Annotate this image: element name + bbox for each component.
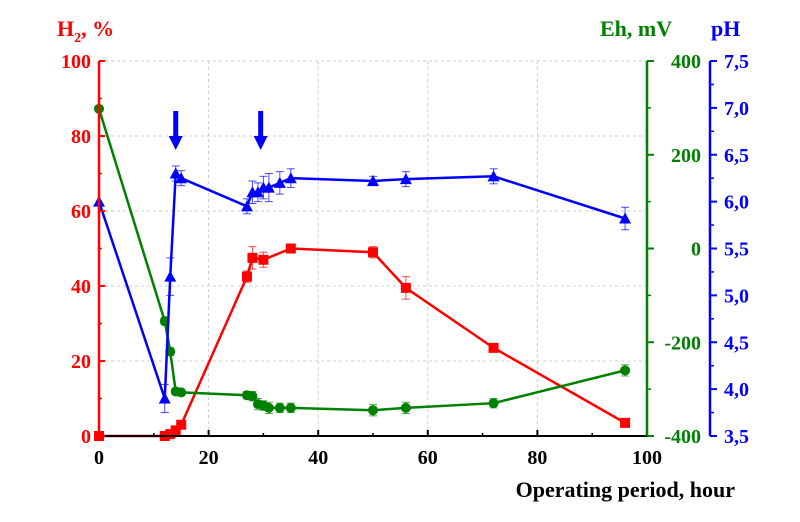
h2-tick-label: 40 [71,276,91,298]
ph-data-point [175,172,188,184]
series-layer [93,103,632,441]
ph-tick-label: 6,0 [724,192,749,214]
h2-axis-title-rest: , % [81,16,114,41]
ph-data-point [273,176,286,188]
h2-axis-title: H2, % [57,16,114,46]
h2-data-point [258,254,269,265]
ph-data-point [262,181,275,193]
ph-tick-label: 3,5 [724,426,749,448]
ph-data-point [240,200,253,212]
eh-data-point [263,402,274,413]
eh-series-line [97,108,626,412]
h2-data-point [400,282,411,293]
h2-data-point [176,419,187,430]
ph-data-point [164,270,177,282]
arrow-head [253,136,268,150]
x-tick-label: 60 [418,447,438,469]
axes-layer: 0 20 40 60 80 100020406080100-400-20002004003… [61,51,749,469]
ph-tick-label: 4,5 [724,332,749,354]
ph-tick-label: 7,5 [724,51,749,73]
eh-axis-title: Eh, mV [600,16,672,41]
eh-data-point [368,405,378,416]
eh-tick-label: 200 [671,145,701,167]
ph-data-point [487,170,500,182]
ph-data-point [158,392,171,404]
x-axis-title: Operating period, hour [516,477,736,502]
x-tick-label: 100 [632,447,662,469]
h2-data-point [247,252,258,263]
eh-data-point [176,387,187,398]
h2-data-point [241,271,252,282]
ph-tick-label: 5,0 [724,285,749,307]
h2-tick-label: 80 [71,126,91,148]
eh-tick-label: 400 [671,51,701,73]
h2-data-point [368,247,378,258]
h2-data-point [170,425,181,436]
h2-tick-label: 100 [61,51,91,73]
h2-tick-label: 60 [71,201,91,223]
h2-series-line [99,247,626,438]
ph-data-point [169,167,182,179]
ph-tick-label: 4,0 [724,379,749,401]
ph-data-point [399,173,412,185]
eh-tick-label: -200 [664,332,701,354]
h2-axis-title-main: H [57,16,74,41]
ph-data-point [367,175,379,186]
x-tick-label: 20 [199,447,219,469]
eh-data-point [400,402,411,413]
ph-data-point [619,212,632,224]
eh-tick-label: -400 [664,426,701,448]
eh-data-point [488,398,499,409]
ph-tick-label: 5,5 [724,239,749,261]
x-tick-label: 0 [94,447,104,469]
ph-data-point [284,172,297,184]
h2-axis-title-sub: 2 [74,31,81,46]
h2-data-point [285,243,296,254]
eh-data-point [285,402,296,413]
eh-tick-label: 0 [691,239,701,261]
h2-data-point [488,342,499,353]
h2-tick-label: 0 [81,426,91,448]
arrow-head [168,136,183,150]
ph-axis-title: pH [711,16,740,41]
h2-data-point [165,429,176,440]
x-tick-label: 40 [308,447,328,469]
ph-tick-label: 6,5 [724,145,749,167]
eh-data-point [247,391,258,402]
eh-data-point [620,365,631,376]
eh-data-point [274,402,285,413]
h2-data-point [620,417,631,428]
ph-tick-label: 7,0 [724,98,749,120]
h2-tick-label: 20 [71,351,91,373]
x-tick-label: 80 [527,447,547,469]
